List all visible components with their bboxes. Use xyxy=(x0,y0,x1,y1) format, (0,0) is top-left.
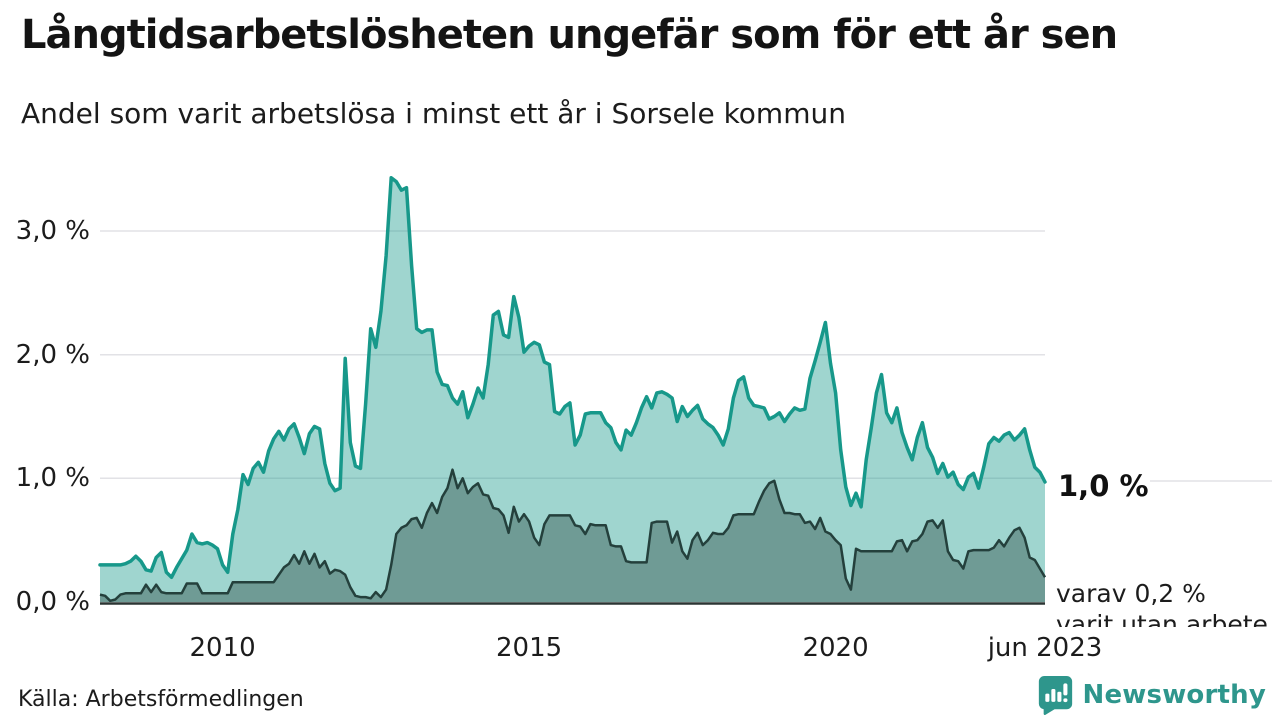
inner-value-annotation: varav 0,2 % varit utan arbete xyxy=(1056,578,1280,627)
x-tick-label: jun 2023 xyxy=(987,633,1103,663)
y-tick-label: 3,0 % xyxy=(15,216,90,247)
y-tick-label: 1,0 % xyxy=(15,463,90,494)
inner-annotation-line2: varit utan arbete xyxy=(1056,610,1268,627)
total-series-line xyxy=(98,176,1047,580)
y-tick-label: 0,0 % xyxy=(15,587,90,617)
x-tick-label: 2015 xyxy=(495,633,563,663)
newsworthy-logo-icon xyxy=(1038,676,1072,715)
source-note: Källa: Arbetsförmedlingen xyxy=(18,687,304,712)
x-tick-label: 2020 xyxy=(802,633,869,663)
chart-subtitle: Andel som varit arbetslösa i minst ett å… xyxy=(21,97,846,130)
newsworthy-logo: Newsworthy xyxy=(1037,674,1266,715)
inner-series-line xyxy=(99,468,1047,603)
x-tick-label: 2010 xyxy=(189,633,256,663)
inner-annotation-line1: varav 0,2 % xyxy=(1056,579,1206,608)
inner-series-area xyxy=(100,469,1045,602)
page-title: Långtidsarbetslösheten ungefär som för e… xyxy=(21,12,1118,58)
y-tick-label: 2,0 % xyxy=(15,339,90,370)
latest-value-label: 1,0 % xyxy=(1058,469,1149,503)
total-series-area xyxy=(100,177,1045,603)
newsworthy-logo-text: Newsworthy xyxy=(1082,679,1266,710)
gridlines xyxy=(100,230,1045,480)
